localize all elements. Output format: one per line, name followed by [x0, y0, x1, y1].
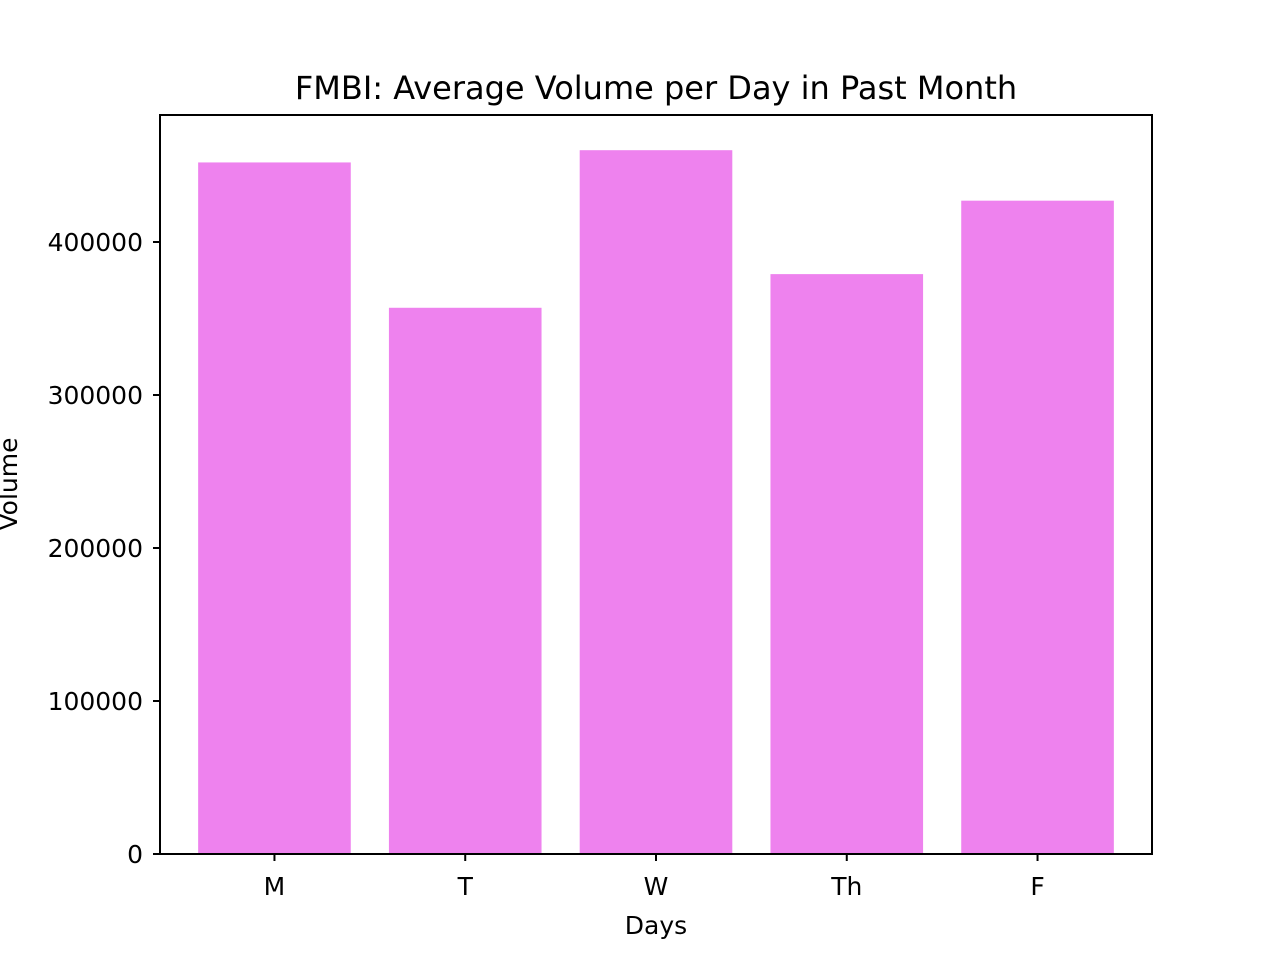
y-tick-label: 0 — [127, 840, 143, 869]
bars — [198, 150, 1114, 854]
x-axis-ticks: M T W Th F — [264, 854, 1045, 901]
x-axis-label: Days — [625, 911, 687, 940]
y-axis-label: Volume — [0, 438, 23, 531]
x-tick-label: M — [264, 872, 286, 901]
y-tick-label: 400000 — [48, 228, 143, 257]
y-tick-label: 300000 — [48, 381, 143, 410]
y-axis-ticks: 0 100000 200000 300000 400000 — [48, 228, 160, 869]
plot-frame — [159, 114, 1153, 855]
x-tick-label: W — [644, 872, 669, 901]
x-tick-label: T — [457, 872, 474, 901]
y-tick-label: 100000 — [48, 687, 143, 716]
bar-f — [961, 200, 1114, 854]
bar-w — [579, 150, 733, 854]
x-tick-label: F — [1030, 872, 1044, 901]
chart-title: FMBI: Average Volume per Day in Past Mon… — [295, 69, 1017, 107]
bar-t — [388, 307, 542, 854]
y-tick-label: 200000 — [48, 534, 143, 563]
x-tick-label: Th — [830, 872, 862, 901]
bar-m — [198, 162, 351, 854]
bar-th — [770, 274, 924, 854]
